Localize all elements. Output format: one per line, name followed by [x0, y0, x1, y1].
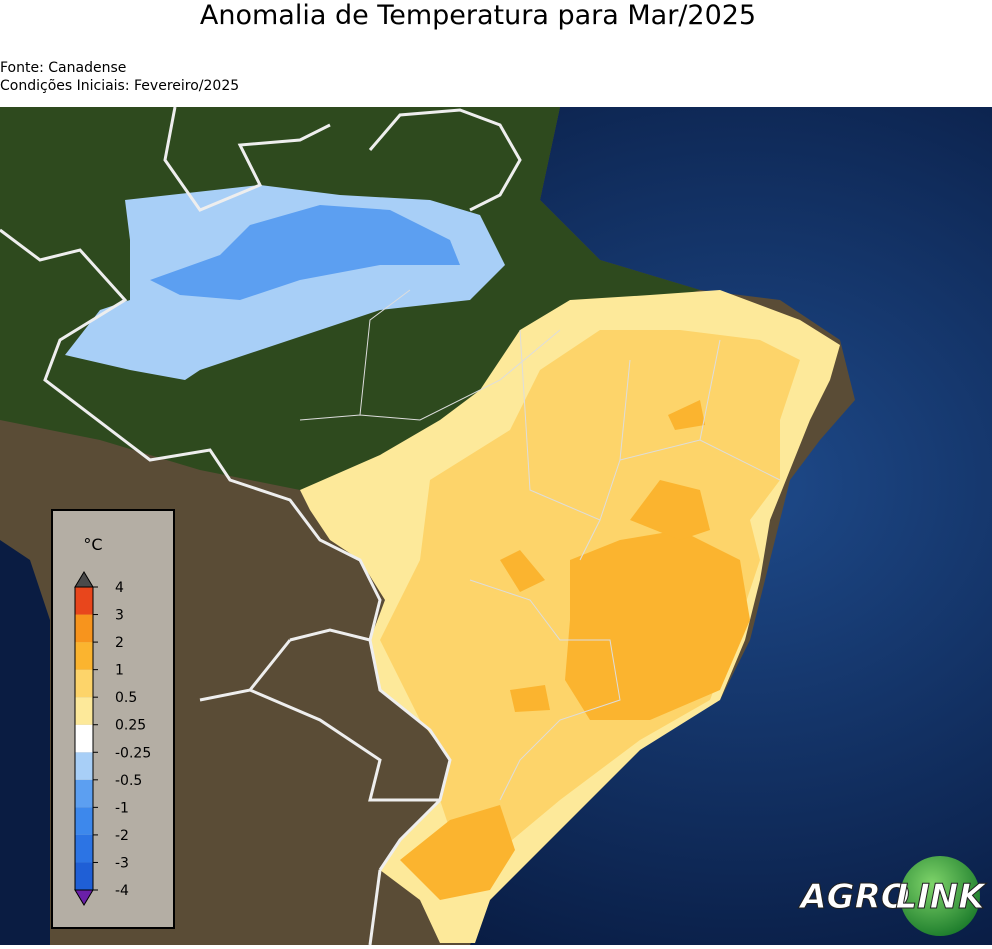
colorbar-segment [75, 834, 93, 863]
colorbar-tick-label: 2 [115, 635, 124, 651]
colorbar-segment [75, 669, 93, 698]
colorbar-tick-label: -0.5 [115, 773, 142, 789]
initial-conditions: Condições Iniciais: Fevereiro/2025 [0, 78, 239, 94]
map [0, 106, 992, 946]
logo-left: AGRO [797, 877, 909, 917]
colorbar-tick-label: -4 [115, 883, 129, 899]
colorbar-segment [75, 862, 93, 890]
colorbar-tick-label: 1 [115, 663, 124, 679]
country-borders [0, 106, 522, 946]
source: Fonte: Canadense [0, 60, 126, 76]
colorbar-segment [75, 752, 93, 780]
colorbar-segment [75, 724, 93, 753]
colorbar-box [51, 509, 175, 929]
colorbar-tick-label: -0.25 [115, 745, 151, 761]
anomaly-region [565, 530, 750, 720]
colorbar-segment [75, 614, 93, 643]
colorbar-unit: °C [83, 535, 102, 554]
colorbar-tick-label: 0.5 [115, 690, 137, 706]
logo-right: LINK [895, 877, 987, 917]
colorbar-segment [75, 587, 93, 615]
colorbar-tick-label: -3 [115, 855, 129, 871]
colorbar-outline [74, 586, 94, 891]
anomaly-region [630, 480, 710, 540]
state-borders [299, 289, 781, 801]
logo-ball [900, 856, 980, 936]
colorbar-segment [75, 697, 93, 725]
colorbar-tick-label: 4 [115, 580, 124, 596]
colorbar-segment [75, 779, 93, 808]
colorbar-segment [75, 807, 93, 835]
title: Anomalia de Temperatura para Mar/2025 [200, 0, 756, 31]
colorbar-tick-label: -1 [115, 800, 129, 816]
anomaly-region [150, 205, 460, 300]
pacific [0, 540, 50, 945]
colorbar-tick-label: 3 [115, 608, 124, 624]
anomaly-region [400, 805, 515, 900]
colorbar-tick-label: -2 [115, 828, 129, 844]
colorbar: °C -4 -3 -2 -1 -0.5 -0.25 0.25 0.5 1 2 3 4 [51, 509, 175, 929]
colorbar-segment [75, 642, 93, 670]
logo: AGRO LINK [797, 856, 988, 936]
colorbar-tick-label: 0.25 [115, 718, 146, 734]
